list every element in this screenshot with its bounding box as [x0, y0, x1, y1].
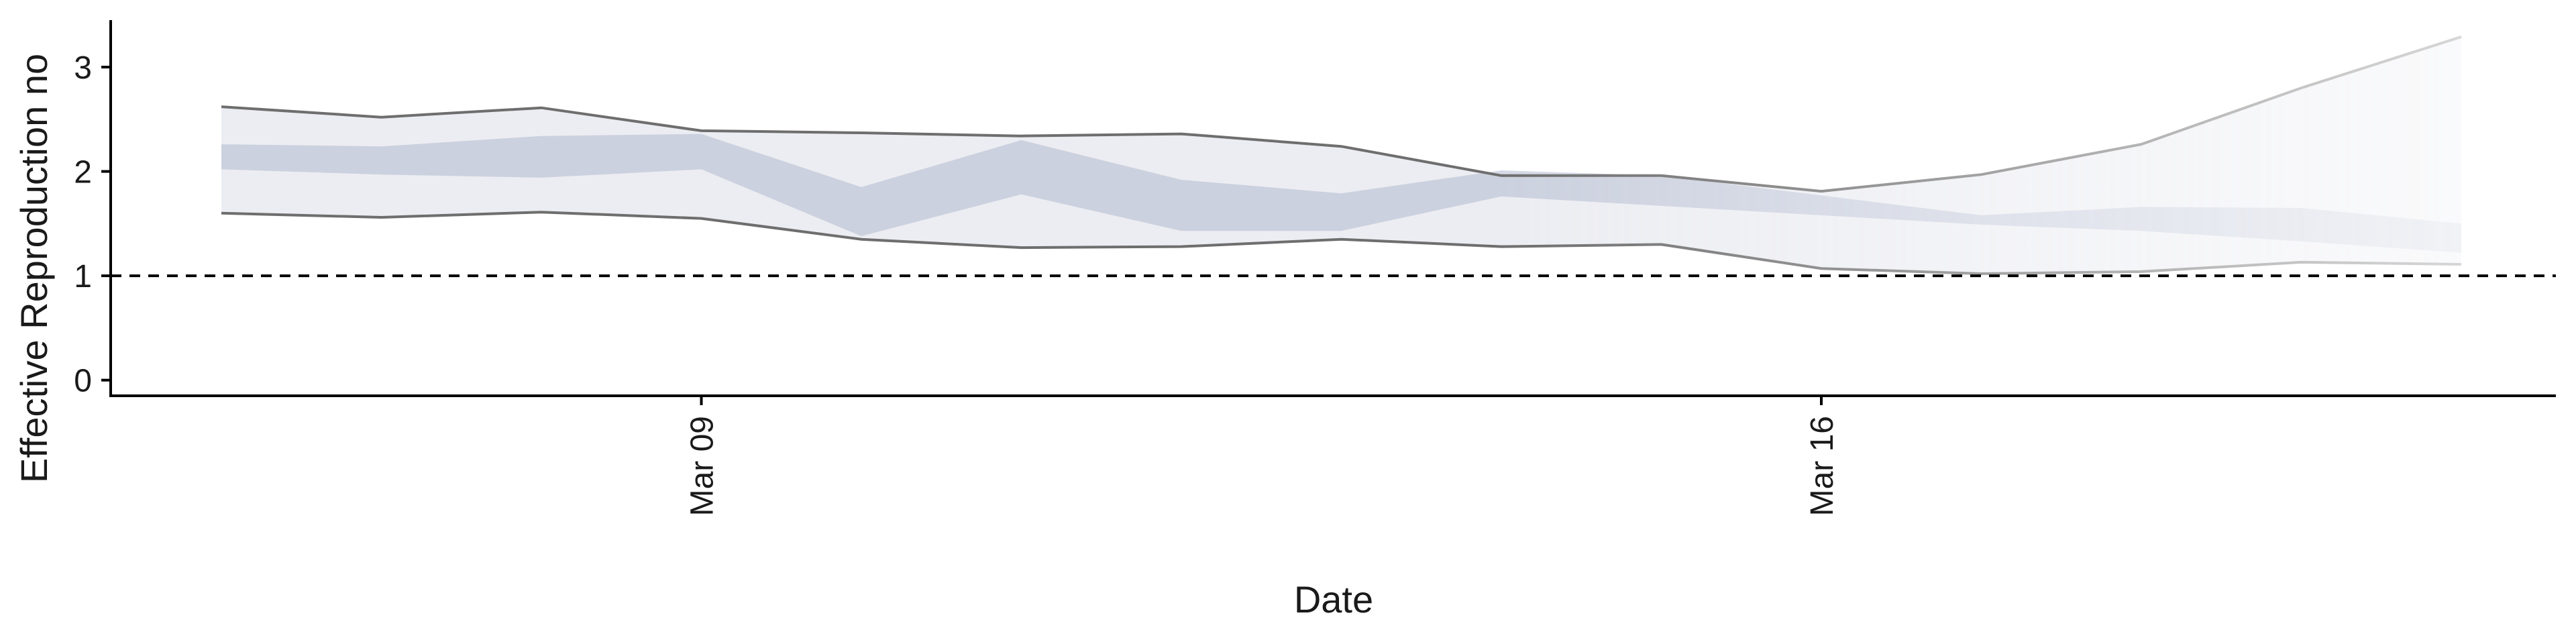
lower-bound-line — [221, 211, 2462, 276]
y-tick-label: 2 — [74, 155, 92, 191]
y-tick-label: 1 — [74, 259, 92, 294]
y-axis-title: Effective Reproduction no — [13, 54, 55, 483]
y-tick-label: 0 — [74, 364, 92, 399]
plot-area — [221, 35, 2462, 276]
y-tick-label: 3 — [74, 50, 92, 86]
axes: 0 1 2 3 Mar 09 Mar 16 — [74, 20, 2556, 516]
credible-band-50 — [221, 133, 2461, 253]
x-tick-label: Mar 09 — [685, 416, 720, 516]
x-axis-title: Date — [1294, 578, 1373, 621]
x-tick-label: Mar 16 — [1805, 416, 1840, 516]
upper-bound-line — [221, 35, 2462, 193]
